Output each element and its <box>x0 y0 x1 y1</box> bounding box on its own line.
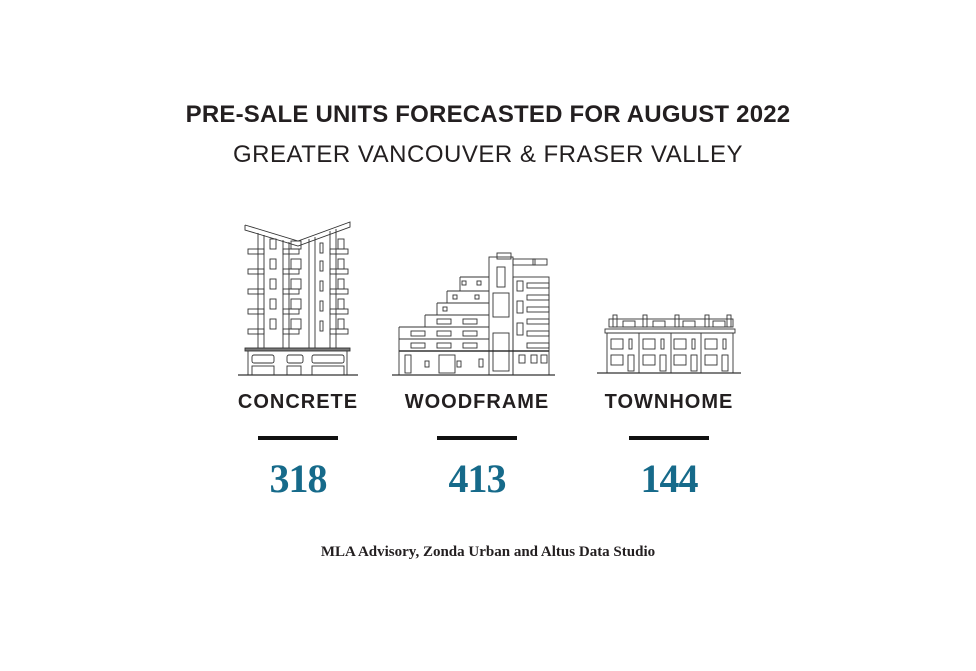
category-label: TOWNHOME <box>604 391 734 413</box>
page-title: PRE-SALE UNITS FORECASTED FOR AUGUST 202… <box>185 101 791 128</box>
divider-rule <box>629 436 709 440</box>
page-subtitle: GREATER VANCOUVER & FRASER VALLEY <box>233 141 743 168</box>
category-label: WOODFRAME <box>404 391 550 413</box>
concrete-tower-icon <box>238 221 358 376</box>
woodframe-building-icon <box>392 252 555 376</box>
divider-rule <box>258 436 338 440</box>
townhome-row-icon <box>597 314 741 374</box>
category-value: 318 <box>269 456 328 501</box>
category-label: CONCRETE <box>237 391 359 413</box>
divider-rule <box>437 436 517 440</box>
category-value: 413 <box>448 456 507 501</box>
category-value: 144 <box>640 456 699 501</box>
source-citation: MLA Advisory, Zonda Urban and Altus Data… <box>320 544 656 560</box>
